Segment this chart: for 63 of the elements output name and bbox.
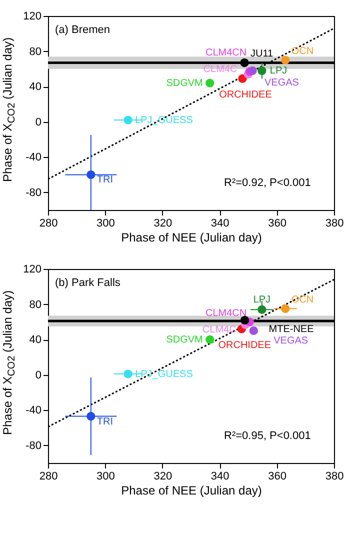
y-tick-label: -80 (26, 440, 42, 452)
series-label: CLM4C (202, 324, 236, 336)
series-label: SDGVM (166, 78, 203, 90)
point (206, 335, 214, 344)
point (86, 412, 96, 421)
x-tick-label: 380 (325, 218, 344, 230)
x-tick-label: 320 (154, 218, 172, 230)
series-label: TRI (96, 174, 114, 186)
y-tick-label: 40 (29, 334, 42, 346)
point (281, 304, 290, 314)
y-tick-label: 120 (23, 10, 42, 22)
point (238, 74, 247, 83)
x-axis-title: Phase of NEE (Julian day) (121, 230, 262, 244)
x-tick-label: 300 (96, 470, 115, 482)
y-tick-label: 120 (23, 264, 42, 276)
series-label: LPJ (270, 66, 288, 77)
y-tick-label: 40 (29, 81, 42, 94)
point (258, 66, 266, 75)
x-tick-label: 340 (210, 470, 230, 482)
series-label: TRI (96, 416, 114, 428)
x-tick-label: 360 (268, 470, 286, 482)
series-label: ORCHIDEE (218, 340, 272, 351)
series-label: CLM4CN (206, 308, 247, 319)
x-tick-label: 320 (154, 470, 172, 482)
point (206, 78, 214, 88)
series-label: CLM4CN (206, 48, 247, 59)
annotation: R²=0.92, P<0.001 (224, 177, 311, 189)
y-tick-label: 80 (29, 298, 42, 311)
series-label: VEGAS (274, 336, 308, 347)
point (240, 58, 249, 68)
series-label: SDGVM (166, 334, 203, 346)
text: (a) Bremen (55, 24, 110, 36)
point (248, 66, 257, 75)
point (86, 170, 96, 180)
series-label: VEGAS (264, 78, 300, 89)
x-tick-label: 280 (39, 470, 58, 482)
x-tick-label: 280 (39, 218, 58, 230)
series-label: ORCHIDEE (219, 90, 272, 101)
x-tick-label: 380 (325, 470, 344, 482)
series-label: JU11 (250, 48, 274, 60)
x-tick-label: 340 (210, 218, 230, 230)
x-tick-label: 360 (268, 218, 286, 230)
x-axis-title: Phase of NEE (Julian day) (121, 484, 262, 498)
point (124, 116, 132, 124)
y-tick-label: -40 (26, 152, 42, 164)
y-tick-label: 0 (35, 116, 42, 128)
point (258, 305, 266, 314)
text: MTE-NEE (268, 324, 314, 336)
series-label: CLM4C (203, 64, 238, 76)
y-tick-label: -40 (26, 404, 42, 417)
point (240, 316, 250, 324)
series-label: LPJ (253, 294, 271, 306)
series-label: OCN (291, 46, 314, 58)
series-label: OCN (291, 294, 314, 306)
point (124, 370, 132, 378)
y-tick-label: 80 (29, 46, 42, 58)
annotation: R²=0.95, P<0.001 (224, 430, 311, 442)
point (281, 56, 290, 64)
x-tick-label: 300 (96, 218, 115, 230)
y-tick-label: 0 (35, 369, 42, 382)
point (249, 326, 258, 336)
y-tick-label: -80 (26, 186, 42, 199)
text: (b) Park Falls (55, 277, 121, 289)
